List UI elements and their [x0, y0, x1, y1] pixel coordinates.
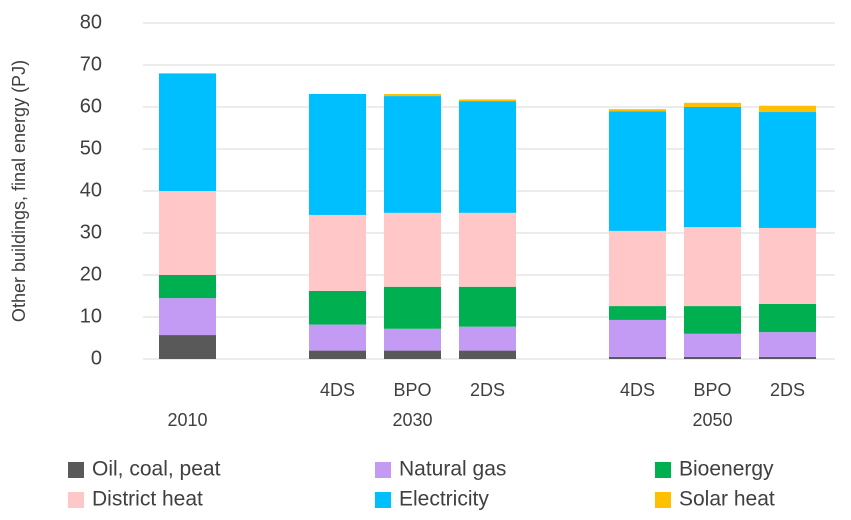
x-tick-label: BPO: [393, 380, 431, 400]
y-tick-label: 80: [80, 11, 102, 33]
group-label: 2050: [692, 410, 732, 430]
bar-segment: [309, 290, 366, 325]
bar-segment: [759, 332, 816, 357]
bar-segment: [459, 101, 516, 213]
bar-segment: [459, 212, 516, 287]
legend-label: Bioenergy: [679, 458, 774, 481]
y-tick-label: 40: [80, 179, 102, 201]
bar-segment: [159, 298, 216, 336]
bar-segment: [459, 286, 516, 327]
bar-segment: [309, 324, 366, 351]
x-tick-label: 2DS: [770, 380, 805, 400]
bar-segment: [459, 99, 516, 102]
bar-segment: [609, 109, 666, 112]
legend-label: Electricity: [399, 488, 489, 511]
y-tick-label: 70: [80, 53, 102, 75]
legend-swatch: [655, 462, 671, 478]
bar-segment: [759, 112, 816, 228]
y-tick-label: 50: [80, 137, 102, 159]
bar-segment: [309, 93, 366, 215]
bar-segment: [609, 319, 666, 357]
y-tick-label: 30: [80, 221, 102, 243]
bar-segment: [384, 96, 441, 213]
legend-label: Natural gas: [399, 458, 506, 481]
bar-segment: [159, 335, 216, 359]
bar-segment: [684, 306, 741, 334]
y-tick-label: 10: [80, 305, 102, 327]
y-axis-label: Other buildings, final energy (PJ): [9, 60, 29, 322]
legend-label: Solar heat: [679, 488, 775, 511]
bar-segment: [384, 328, 441, 351]
bar-segment: [309, 350, 366, 359]
y-tick-label: 60: [80, 95, 102, 117]
bar-segment: [459, 326, 516, 351]
bar-segment: [684, 102, 741, 107]
bar-segment: [759, 356, 816, 359]
bar-segment: [384, 286, 441, 329]
legend-label: Oil, coal, peat: [92, 458, 221, 481]
bar-segment: [759, 105, 816, 113]
legend-label: District heat: [92, 488, 203, 511]
bar-segment: [384, 212, 441, 287]
legend-swatch: [375, 492, 391, 508]
legend-swatch: [655, 492, 671, 508]
bar-segment: [159, 73, 216, 191]
bar-segment: [684, 356, 741, 359]
legend-swatch: [375, 462, 391, 478]
bar-segment: [459, 350, 516, 359]
legend-swatch: [68, 492, 84, 508]
x-tick-label: BPO: [693, 380, 731, 400]
y-tick-label: 0: [91, 347, 102, 369]
bar-segment: [384, 93, 441, 97]
x-tick-label: 4DS: [620, 380, 655, 400]
bar-segment: [384, 350, 441, 359]
bar-segment: [684, 107, 741, 228]
x-tick-label: 4DS: [320, 380, 355, 400]
bar-segment: [684, 333, 741, 357]
bar-segment: [759, 227, 816, 304]
bar-segment: [759, 303, 816, 333]
bar-segment: [159, 191, 216, 275]
bar-segment: [609, 111, 666, 231]
bar-segment: [609, 230, 666, 307]
group-label: 2010: [167, 410, 207, 430]
bar-segment: [159, 275, 216, 299]
bar-segment: [609, 356, 666, 359]
legend-swatch: [68, 462, 84, 478]
group-label: 2030: [392, 410, 432, 430]
x-tick-label: 2DS: [470, 380, 505, 400]
bar-segment: [309, 214, 366, 291]
bar-segment: [684, 227, 741, 307]
bar-segment: [609, 306, 666, 320]
y-tick-label: 20: [80, 263, 102, 285]
